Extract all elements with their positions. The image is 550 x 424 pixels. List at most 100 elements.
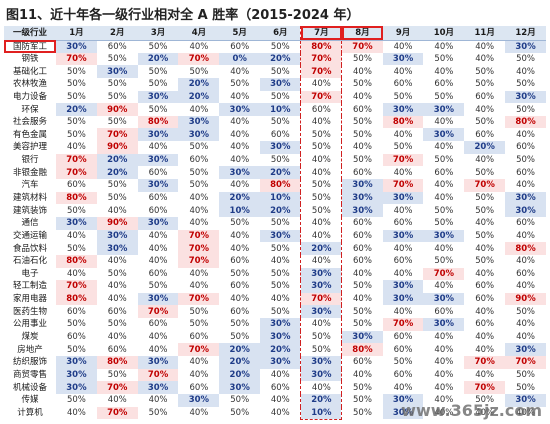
rate-cell: 30%: [300, 356, 343, 369]
industry-label: 环保: [21, 104, 39, 115]
rate-cell: 60%: [516, 268, 535, 279]
rate-cell: 50%: [300, 179, 343, 192]
rate-cell: 40%: [270, 256, 290, 267]
rate-cell: 40%: [353, 66, 372, 77]
rate-cell: 60%: [353, 357, 372, 368]
rate-cell: 40%: [434, 344, 454, 355]
rate-cell: 40%: [230, 230, 250, 241]
rate-cell: 10%: [260, 191, 301, 205]
rate-cell: 60%: [434, 79, 454, 90]
industry-label: 电力设备: [12, 91, 47, 102]
rate-cell: 30%: [382, 280, 424, 293]
rate-cell: 50%: [393, 357, 413, 368]
rate-cell: 30%: [382, 191, 424, 205]
rate-cell: 80%: [56, 191, 97, 205]
rate-cell: 50%: [66, 205, 86, 216]
table-row: 美容护理 40% 90% 40% 50% 40% 30% 50% 40% 50% 40% 20% 60%: [4, 141, 546, 154]
rate-cell: 40%: [434, 193, 454, 203]
rate-cell: 60%: [516, 218, 535, 229]
rate-cell: 50%: [230, 218, 250, 229]
rate-cell: 50%: [270, 281, 290, 292]
rate-cell: 80%: [505, 242, 546, 255]
rate-cell: 30%: [137, 153, 179, 167]
table-row: 石油石化 80% 40% 40% 70% 60% 40% 40% 60% 60% 50% 50% 40%: [4, 254, 546, 268]
industry-label: 基础化工: [12, 66, 47, 77]
rate-cell: 40%: [475, 407, 495, 418]
rate-cell: 20%: [300, 393, 343, 407]
table-row: 有色金属 50% 70% 30% 30% 40% 60% 50% 50% 40% 30% 60% 40%: [4, 128, 546, 142]
rate-cell: 60%: [189, 155, 209, 166]
rate-cell: 60%: [189, 332, 209, 343]
rate-cell: 40%: [230, 117, 250, 128]
rate-cell: 60%: [393, 256, 413, 267]
industry-label: 电子: [21, 268, 39, 279]
rate-cell: 60%: [230, 41, 250, 52]
rate-cell: 50%: [66, 395, 86, 406]
rate-cell: 70%: [56, 280, 97, 293]
table-row: 医药生物 60% 60% 70% 50% 60% 50% 30% 50% 40% 60% 40% 50%: [4, 305, 546, 319]
rate-cell: 70%: [382, 179, 424, 192]
industry-label: 商贸零售: [12, 369, 47, 380]
rate-cell: 40%: [434, 281, 454, 292]
rate-cell: 30%: [382, 229, 424, 243]
rate-cell: 30%: [260, 330, 301, 344]
rate-cell: 40%: [475, 218, 495, 229]
rate-cell: 40%: [270, 395, 290, 406]
header-cell: 11月: [464, 26, 506, 41]
rate-cell: 40%: [434, 382, 454, 393]
rate-cell: 30%: [505, 40, 546, 53]
rate-cell: 40%: [393, 205, 413, 216]
rate-cell: 30%: [56, 216, 97, 230]
rate-cell: 40%: [353, 142, 372, 153]
rate-cell: 40%: [393, 243, 413, 254]
rate-cell: 0%: [219, 52, 261, 66]
header-cell: 9月: [382, 26, 424, 41]
industry-label: 传媒: [21, 395, 39, 406]
rate-cell: 50%: [434, 256, 454, 267]
rate-cell: 50%: [107, 53, 127, 64]
rate-cell: 20%: [260, 343, 301, 357]
rate-cell: 40%: [393, 66, 413, 77]
rate-cell: 40%: [66, 268, 86, 279]
rate-cell: 40%: [189, 41, 209, 52]
rate-cell: 70%: [137, 305, 179, 319]
rate-cell: 40%: [516, 281, 535, 292]
rate-cell: 50%: [353, 306, 372, 317]
rate-cell: 60%: [107, 344, 127, 355]
rate-cell: 50%: [434, 53, 454, 64]
rate-cell: 40%: [230, 66, 250, 77]
rate-cell: 50%: [66, 66, 86, 77]
rate-cell: 40%: [516, 129, 535, 140]
rate-cell: 30%: [341, 204, 383, 217]
rate-cell: 80%: [505, 115, 546, 129]
industry-label: 房地产: [17, 344, 43, 355]
rate-cell: 60%: [393, 332, 413, 343]
rate-cell: 50%: [300, 204, 343, 217]
rate-cell: 50%: [66, 79, 86, 90]
table-row: 电力设备 50% 50% 30% 20% 40% 50% 70% 40% 50% 50% 60% 30%: [4, 90, 546, 104]
rate-cell: 40%: [230, 142, 250, 153]
rate-cell: 80%: [300, 40, 343, 53]
rate-cell: 70%: [178, 343, 220, 357]
rate-cell: 30%: [260, 229, 301, 243]
rate-cell: 50%: [107, 91, 127, 102]
rate-cell: 80%: [56, 292, 97, 306]
rate-cell: 40%: [107, 294, 127, 305]
rate-cell: 50%: [270, 66, 290, 77]
rate-cell: 40%: [434, 142, 454, 153]
header-cell: 一级行业: [4, 26, 56, 41]
table-row: 钢铁 70% 50% 20% 70% 0% 20% 70% 50% 30% 50% 40% 50%: [4, 52, 546, 66]
rate-cell: 40%: [516, 332, 535, 343]
rate-cell: 40%: [300, 254, 343, 268]
rate-cell: 70%: [56, 166, 97, 180]
rate-cell: 50%: [353, 407, 372, 418]
rate-cell: 50%: [353, 129, 372, 140]
rate-cell: 50%: [434, 205, 454, 216]
rate-cell: 30%: [300, 280, 343, 293]
rate-cell: 60%: [189, 382, 209, 393]
rate-cell: 70%: [464, 356, 506, 369]
rate-cell: 20%: [96, 166, 138, 180]
table-row: 食品饮料 50% 30% 40% 70% 40% 50% 20% 60% 40% 40% 40% 80%: [4, 242, 546, 255]
rate-cell: 20%: [260, 52, 301, 66]
rate-cell: 50%: [270, 117, 290, 128]
